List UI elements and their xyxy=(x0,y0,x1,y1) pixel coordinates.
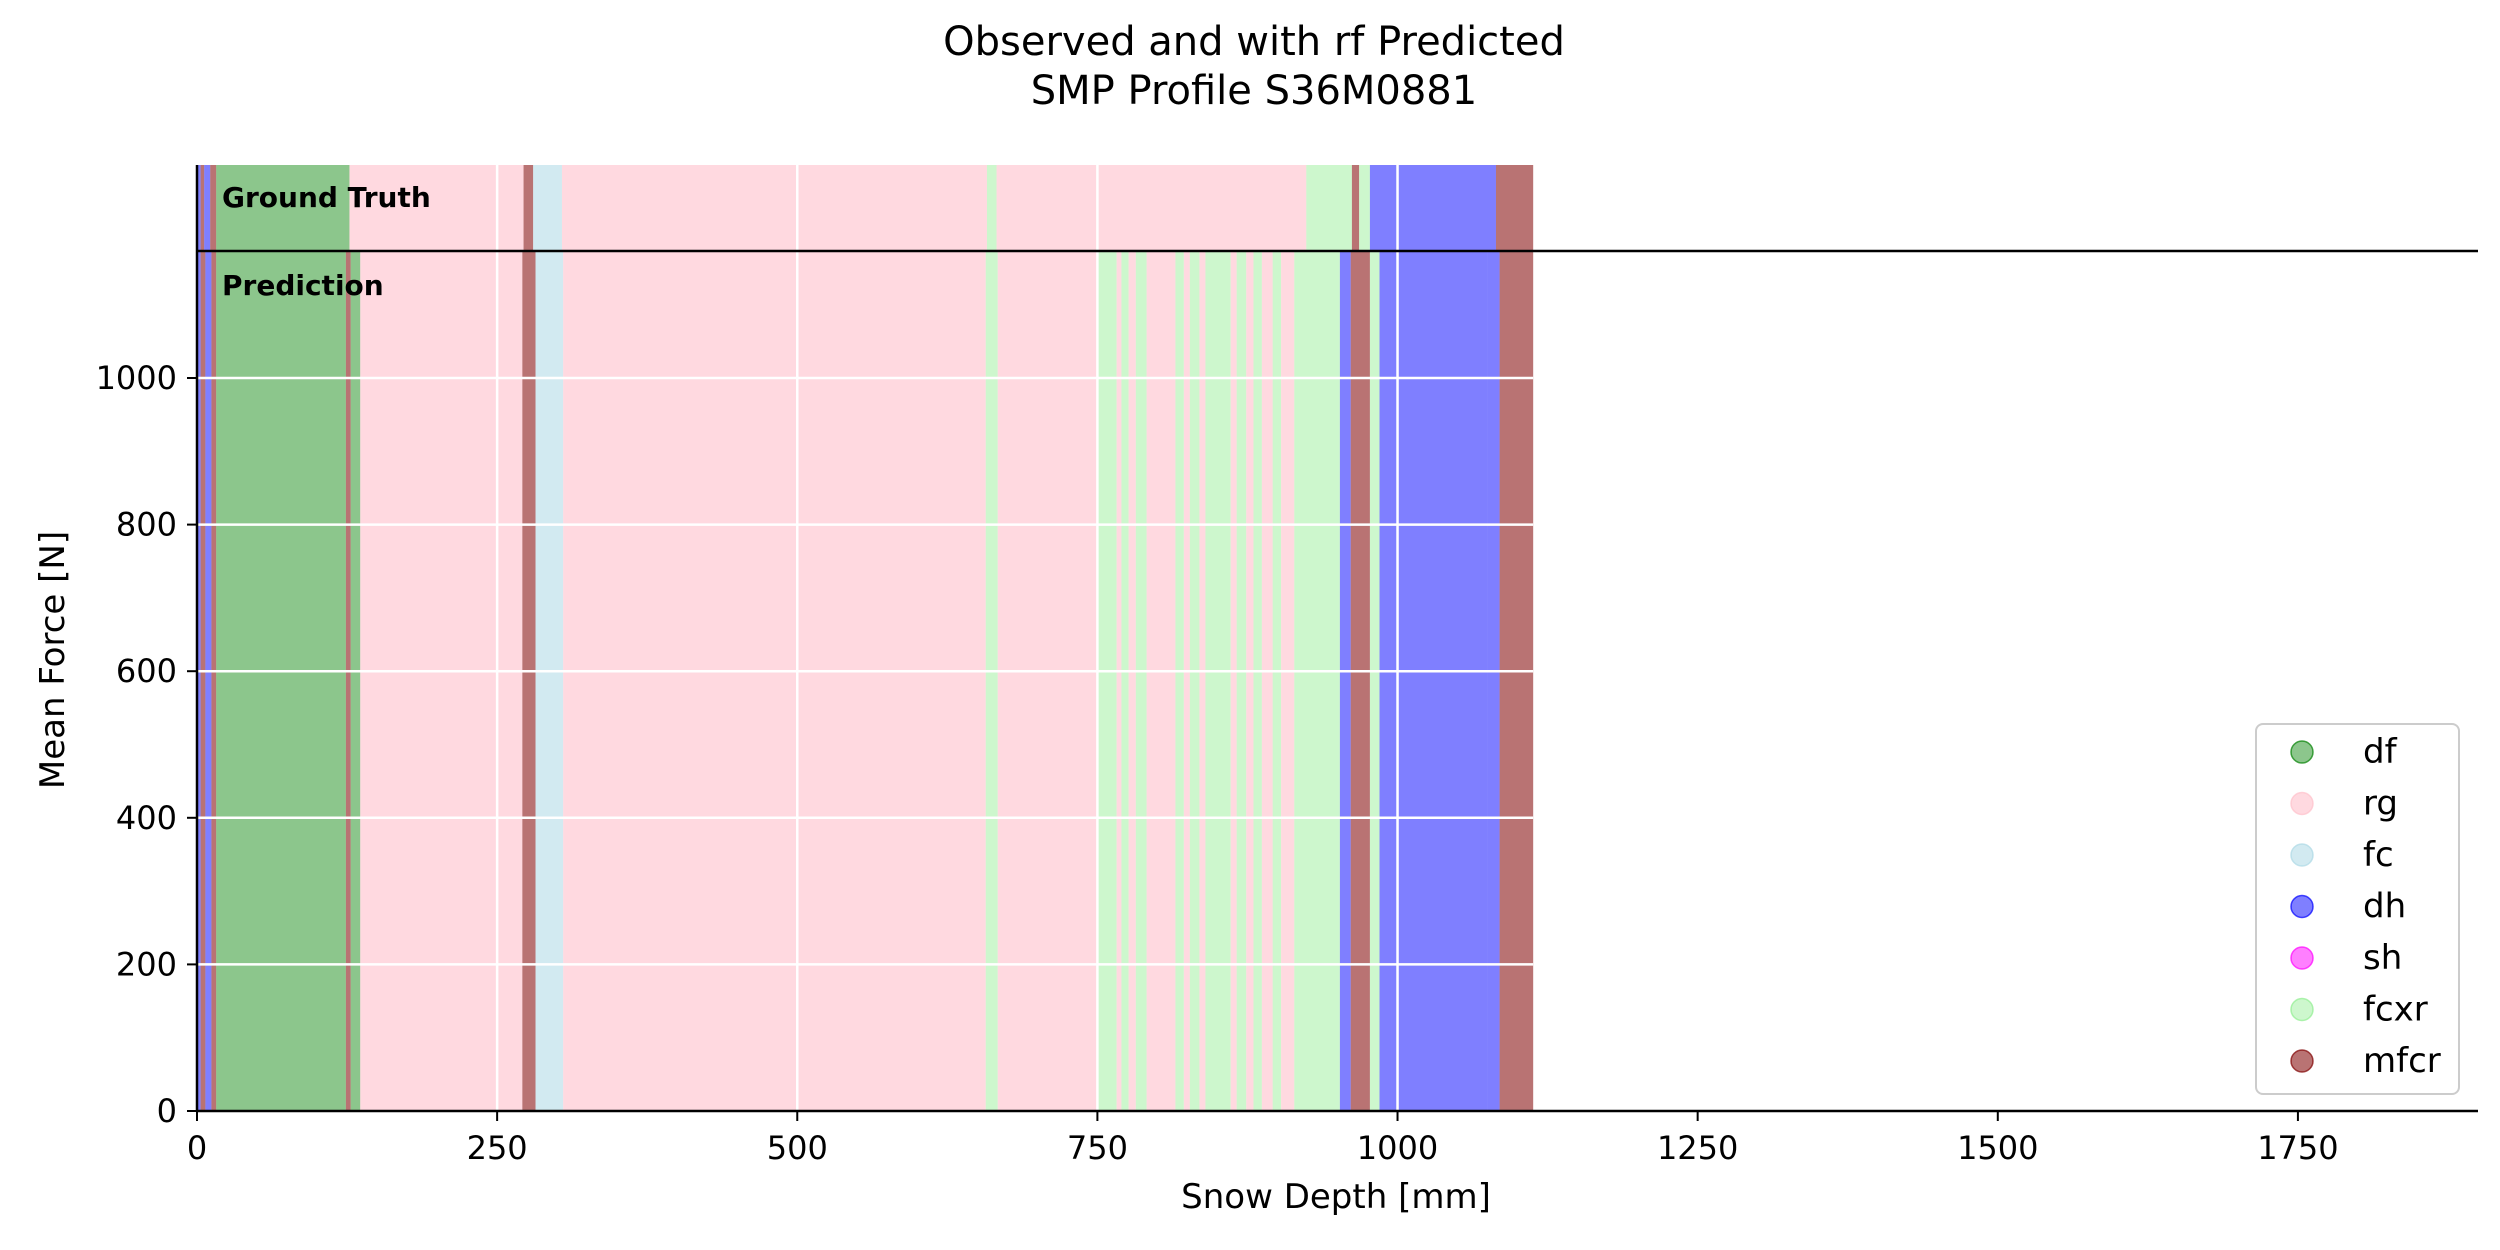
prediction-segment-mfcr xyxy=(1499,251,1534,1111)
prediction-segment-mfcr xyxy=(200,251,206,1111)
prediction-segment-fcxr xyxy=(1236,251,1247,1111)
legend-marker-mfcr xyxy=(2290,1049,2314,1073)
x-tick-label: 1500 xyxy=(1957,1129,2038,1167)
prediction-segment-fcxr xyxy=(1121,251,1129,1111)
ground-truth-segment-dh xyxy=(204,165,211,251)
ground-truth-segment-df xyxy=(216,165,350,251)
legend-marker-fcxr xyxy=(2290,997,2314,1022)
y-axis-label: Mean Force [N] xyxy=(33,531,73,789)
prediction-segment-mfcr xyxy=(522,251,536,1111)
prediction-segment-mfcr xyxy=(211,251,217,1111)
gridlines xyxy=(197,165,1534,1111)
legend-marker-sh xyxy=(2290,946,2314,970)
prediction-segment-fcxr xyxy=(1097,251,1117,1111)
ground-truth-segment-fcxr xyxy=(1306,165,1352,251)
x-tick-label: 250 xyxy=(467,1129,528,1167)
y-tick-label: 0 xyxy=(157,1092,177,1130)
chart-subtitle: SMP Profile S36M0881 xyxy=(1031,68,1477,114)
ground-truth-segment-fc xyxy=(533,165,562,251)
legend-label-dh: dh xyxy=(2363,887,2406,927)
axis-ticks: 0 250 500 750 1000 1250 1500 1750 0 200 400 600 800 1… xyxy=(96,359,2339,1167)
x-tick-label: 500 xyxy=(767,1129,828,1167)
ground-truth-segment-mfcr xyxy=(1351,165,1360,251)
prediction-segment-dh xyxy=(1339,251,1351,1111)
ground-truth-segment-rg xyxy=(996,165,1307,251)
legend: df rg fc dh sh fcxr mfcr xyxy=(2255,723,2460,1095)
prediction-segment-fcxr xyxy=(1294,251,1340,1111)
prediction-segment-rg xyxy=(1128,251,1136,1111)
y-tick-label: 800 xyxy=(116,506,177,544)
ground-truth-segment-fcxr xyxy=(1359,165,1370,251)
legend-frame xyxy=(2255,723,2460,1095)
legend-label-sh: sh xyxy=(2363,938,2402,978)
x-tick-label: 750 xyxy=(1067,1129,1128,1167)
ground-truth-segment-mfcr xyxy=(1495,165,1534,251)
prediction-segment-fcxr xyxy=(1175,251,1184,1111)
prediction-segment-fcxr xyxy=(1135,251,1147,1111)
prediction-segment-fcxr xyxy=(985,251,998,1111)
ground-truth-segment-dh xyxy=(1369,165,1496,251)
ground-truth-segment-rg xyxy=(561,165,987,251)
prediction-segment-rg xyxy=(563,251,986,1111)
prediction-segment-mfcr xyxy=(345,251,351,1111)
prediction-segment-rg xyxy=(360,251,523,1111)
ground-truth-segment-mfcr xyxy=(523,165,534,251)
prediction-segment-dh xyxy=(1391,251,1488,1111)
y-tick-label: 400 xyxy=(116,799,177,837)
prediction-segment-rg xyxy=(1183,251,1190,1111)
prediction-segment-fcxr xyxy=(1189,251,1200,1111)
prediction-segment-rg xyxy=(1261,251,1273,1111)
legend-label-mfcr: mfcr xyxy=(2363,1041,2441,1081)
ground-truth-band-layer xyxy=(197,165,1534,251)
x-axis-label: Snow Depth [mm] xyxy=(1181,1177,1491,1217)
legend-label-df: df xyxy=(2363,732,2398,772)
prediction-segment-fcxr xyxy=(1272,251,1282,1111)
prediction-segment-fcxr xyxy=(1205,251,1231,1111)
prediction-segment-df xyxy=(350,251,361,1111)
ground-truth-segment-mfcr xyxy=(200,165,205,251)
legend-label-fcxr: fcxr xyxy=(2363,990,2428,1030)
prediction-segment-rg xyxy=(1281,251,1295,1111)
prediction-segment-fc xyxy=(535,251,564,1111)
legend-items: df rg fc dh sh fcxr mfcr xyxy=(2290,732,2441,1081)
x-tick-label: 1250 xyxy=(1657,1129,1738,1167)
legend-marker-dh xyxy=(2290,894,2314,919)
y-tick-label: 1000 xyxy=(96,359,177,397)
prediction-segment-dh xyxy=(197,251,201,1111)
ground-truth-segment-fcxr xyxy=(986,165,997,251)
x-tick-label: 0 xyxy=(187,1129,207,1167)
prediction-segment-rg xyxy=(1199,251,1206,1111)
ground-truth-segment-rg xyxy=(349,165,524,251)
prediction-segment-rg xyxy=(1116,251,1122,1111)
x-tick-label: 1750 xyxy=(2257,1129,2338,1167)
prediction-segment-rg xyxy=(1146,251,1176,1111)
legend-label-fc: fc xyxy=(2363,835,2394,875)
y-tick-label: 200 xyxy=(116,945,177,983)
ground-truth-segment-mfcr xyxy=(210,165,217,251)
chart-title: Observed and with rf Predicted xyxy=(943,19,1565,65)
legend-label-rg: rg xyxy=(2363,784,2398,824)
prediction-segment-dh xyxy=(1379,251,1392,1111)
prediction-segment-fcxr xyxy=(1369,251,1380,1111)
prediction-segment-dh xyxy=(205,251,212,1111)
legend-marker-fc xyxy=(2290,843,2314,867)
prediction-segment-rg xyxy=(1246,251,1254,1111)
prediction-segment-dh xyxy=(1487,251,1500,1111)
prediction-band-label: Prediction xyxy=(222,269,384,302)
legend-marker-df xyxy=(2290,740,2314,764)
prediction-segment-rg xyxy=(997,251,1098,1111)
y-tick-label: 600 xyxy=(116,652,177,690)
prediction-band-layer xyxy=(197,251,1534,1111)
prediction-segment-rg xyxy=(1230,251,1237,1111)
prediction-segment-mfcr xyxy=(1350,251,1370,1111)
legend-marker-rg xyxy=(2290,791,2314,816)
ground-truth-segment-dh xyxy=(197,165,201,251)
prediction-segment-df xyxy=(216,251,346,1111)
x-tick-label: 1000 xyxy=(1357,1129,1438,1167)
ground-truth-band-label: Ground Truth xyxy=(222,181,431,214)
prediction-segment-fcxr xyxy=(1253,251,1262,1111)
